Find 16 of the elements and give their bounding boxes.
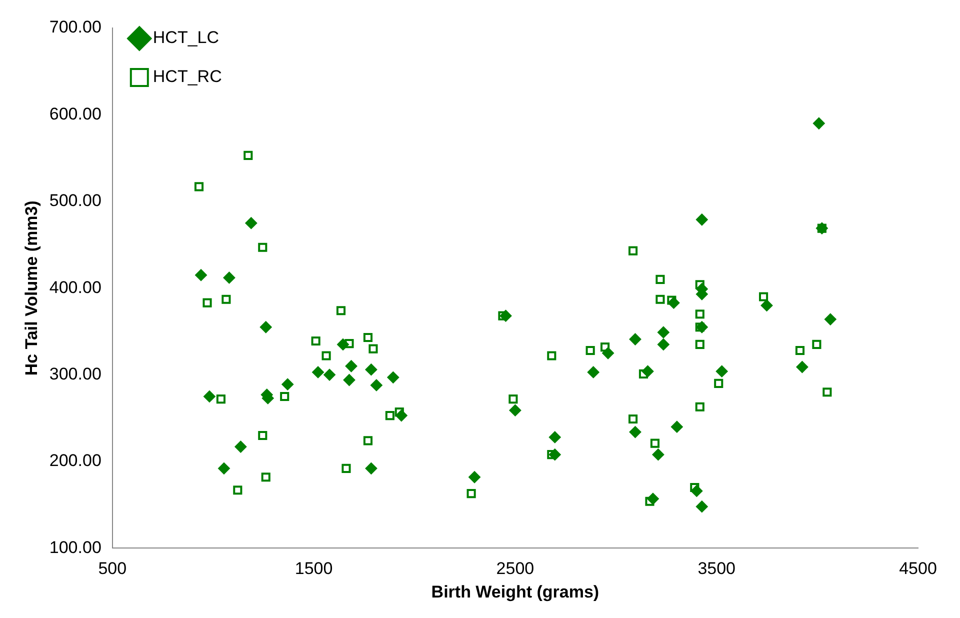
y-tick-label: 200.00 bbox=[49, 451, 102, 470]
legend-label: HCT_RC bbox=[152, 67, 222, 86]
x-tick-label: 1500 bbox=[294, 559, 333, 578]
y-tick-label: 400.00 bbox=[49, 278, 102, 297]
x-tick-label: 500 bbox=[98, 559, 127, 578]
x-tick-label: 2500 bbox=[496, 559, 534, 578]
x-tick-label: 4500 bbox=[899, 559, 937, 578]
y-tick-label: 600.00 bbox=[49, 104, 102, 124]
legend-label: HCT_LC bbox=[152, 28, 220, 48]
y-tick-label: 100.00 bbox=[49, 538, 102, 557]
y-tick-label: 300.00 bbox=[49, 364, 102, 384]
x-tick-label: 3500 bbox=[698, 559, 736, 578]
y-tick-label: 500.00 bbox=[49, 191, 102, 210]
y-axis-title: Hc Tail Volume (mm3) bbox=[22, 200, 41, 376]
x-axis-title: Birth Weight (grams) bbox=[431, 582, 600, 602]
y-tick-label: 700.00 bbox=[49, 18, 102, 37]
